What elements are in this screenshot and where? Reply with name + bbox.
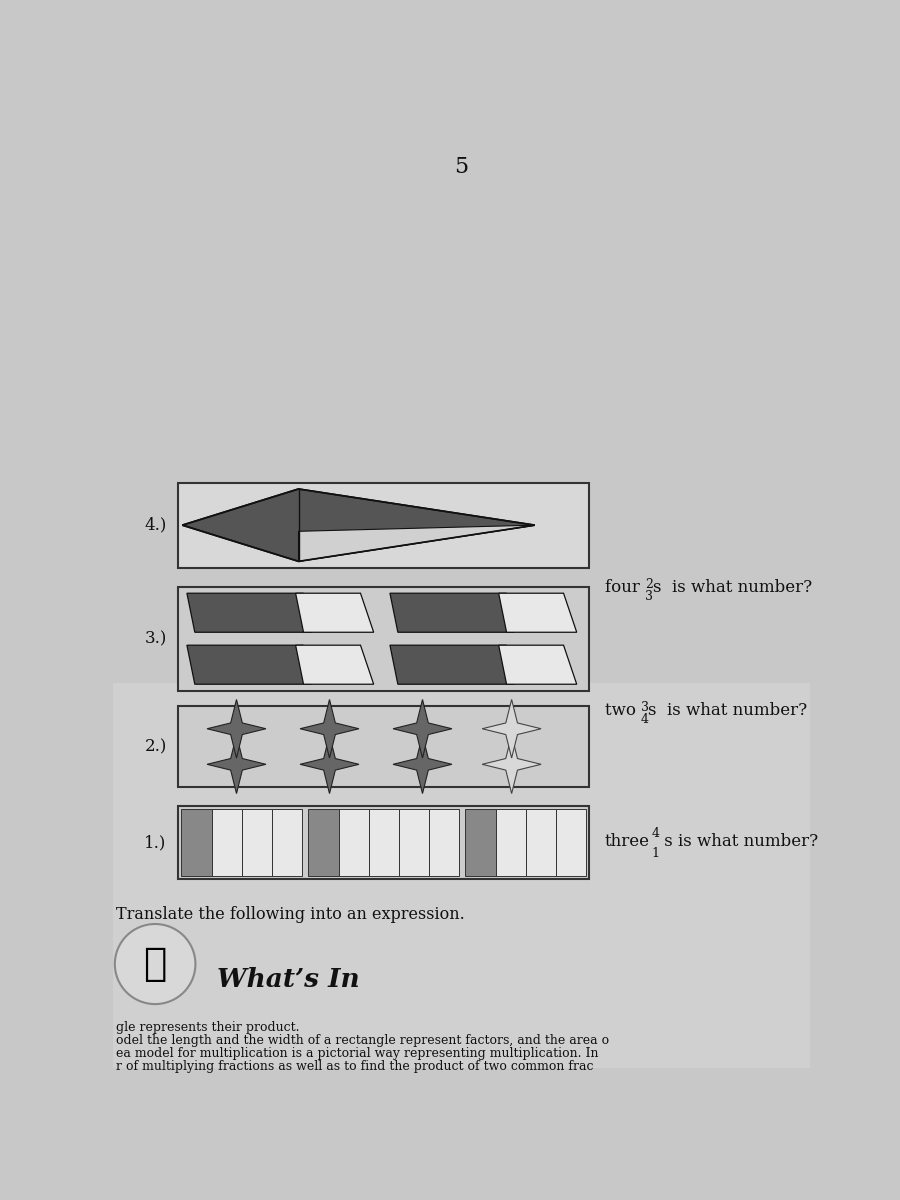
Bar	[112, 683, 810, 1068]
Bar	[212, 809, 242, 876]
Bar	[309, 809, 338, 876]
Text: 🦅: 🦅	[143, 946, 166, 983]
Bar	[178, 806, 590, 880]
Text: 4: 4	[641, 713, 649, 726]
Polygon shape	[187, 646, 311, 684]
Bar	[272, 809, 302, 876]
Text: 3: 3	[645, 590, 652, 602]
Text: 2.): 2.)	[144, 738, 166, 755]
Text: r of multiplying fractions as well as to find the product of two common frac: r of multiplying fractions as well as to…	[116, 1061, 594, 1073]
Polygon shape	[299, 526, 535, 562]
Text: 4: 4	[651, 827, 659, 840]
Polygon shape	[187, 593, 311, 632]
Polygon shape	[482, 736, 541, 793]
Text: s  is what number?: s is what number?	[652, 580, 812, 596]
Text: two: two	[605, 702, 641, 719]
Text: s  is what number?: s is what number?	[648, 702, 807, 719]
Polygon shape	[182, 488, 535, 562]
Text: four: four	[605, 580, 644, 596]
Polygon shape	[207, 736, 266, 793]
Text: Translate the following into an expression.: Translate the following into an expressi…	[116, 906, 465, 923]
Bar	[178, 706, 590, 787]
Polygon shape	[499, 646, 577, 684]
Circle shape	[115, 924, 195, 1004]
Bar	[182, 809, 212, 876]
Polygon shape	[393, 700, 452, 758]
Text: 1: 1	[651, 847, 659, 859]
Text: gle represents their product.: gle represents their product.	[116, 1021, 300, 1034]
Bar	[496, 809, 526, 876]
Bar	[465, 809, 496, 876]
Text: ea model for multiplication is a pictorial way representing multiplication. In: ea model for multiplication is a pictori…	[116, 1048, 598, 1061]
Polygon shape	[390, 593, 514, 632]
Bar	[178, 482, 590, 568]
Text: 5: 5	[454, 156, 468, 178]
Text: What’s In: What’s In	[217, 967, 360, 992]
Text: odel the length and the width of a rectangle represent factors, and the area o: odel the length and the width of a recta…	[116, 1034, 609, 1048]
Polygon shape	[295, 593, 373, 632]
Polygon shape	[390, 646, 514, 684]
Polygon shape	[300, 736, 359, 793]
Bar	[178, 587, 590, 691]
Text: 2: 2	[645, 577, 652, 590]
Text: 1.): 1.)	[144, 834, 166, 851]
Text: s is what number?: s is what number?	[659, 834, 818, 851]
Polygon shape	[482, 700, 541, 758]
Polygon shape	[499, 593, 577, 632]
Text: 4.): 4.)	[144, 517, 166, 534]
Bar	[242, 809, 272, 876]
Polygon shape	[300, 700, 359, 758]
Polygon shape	[207, 700, 266, 758]
Polygon shape	[393, 736, 452, 793]
Bar	[429, 809, 459, 876]
Text: 3.): 3.)	[144, 630, 166, 647]
Bar	[338, 809, 369, 876]
Polygon shape	[295, 646, 373, 684]
Bar	[556, 809, 586, 876]
Text: 3: 3	[641, 701, 649, 714]
Bar	[369, 809, 399, 876]
Bar	[399, 809, 429, 876]
Bar	[526, 809, 556, 876]
Text: three: three	[605, 834, 650, 851]
